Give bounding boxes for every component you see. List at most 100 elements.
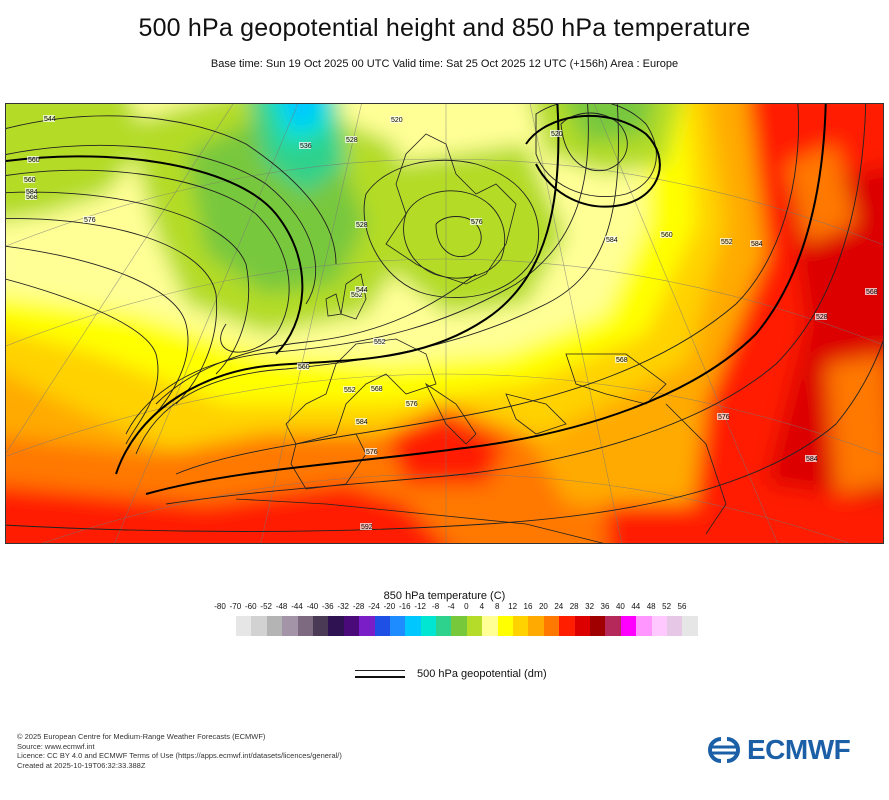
colorbar-swatch (636, 616, 652, 636)
footer-line: © 2025 European Centre for Medium-Range … (17, 732, 266, 741)
colorbar-swatch (405, 616, 421, 636)
colorbar-tick-label: -20 (383, 602, 396, 611)
contour-label: 576 (406, 401, 418, 408)
colorbar-tick-label: 44 (631, 602, 641, 611)
colorbar-tick-label: -28 (352, 602, 365, 611)
geopotential-contours-bold (6, 104, 827, 495)
colorbar-tick-label: -12 (414, 602, 426, 611)
contour-label-bg (83, 216, 95, 223)
contour-label: 584 (806, 456, 818, 463)
contour-label: 576 (84, 217, 96, 224)
contour-label-bg (350, 291, 362, 298)
colorbar-tick-label: 52 (662, 602, 672, 611)
colorbar-tick-label: -32 (337, 602, 349, 611)
contour-label-bg (750, 240, 762, 247)
contour-label-bg (373, 338, 385, 345)
contour-label: 568 (371, 386, 383, 393)
colorbar-tick-label: -16 (399, 602, 411, 611)
colorbar-tick-label: 20 (538, 602, 548, 611)
colorbar-swatch (620, 616, 637, 636)
colorbar-tick-label: -48 (275, 602, 288, 611)
chart-title: 500 hPa geopotential height and 850 hPa … (138, 14, 751, 42)
contour-label-bg (355, 418, 367, 425)
graticule (6, 104, 883, 543)
contour-label-bg (343, 386, 355, 393)
weather-map: 544 560 560 568 576 528 536 520 528 520 552 544 552 5… (5, 103, 884, 544)
contour-label-bg (660, 231, 672, 238)
contour-label-bg (345, 136, 357, 143)
colorbar-swatch (359, 616, 375, 636)
contour-label-bg (370, 385, 382, 392)
colorbar-tick-label: 32 (585, 602, 595, 611)
contour-label: 536 (300, 143, 312, 150)
contour-label-bg (355, 286, 367, 293)
contour-label-bg (550, 130, 562, 137)
contour-label-bg (720, 238, 732, 245)
colorbar-swatch (651, 616, 667, 636)
colorbar-swatch (436, 616, 452, 636)
colorbar-swatch (266, 616, 283, 636)
footer-credits: © 2025 European Centre for Medium-Range … (17, 732, 342, 770)
colorbar-swatch (666, 616, 683, 636)
colorbar-tick-label: 16 (523, 602, 533, 611)
colorbar-tick-label: 8 (494, 602, 500, 611)
colorbar-swatch (466, 616, 483, 636)
colorbar-swatch (513, 616, 529, 636)
colorbar-swatch (389, 616, 406, 636)
contour-label: 528 (816, 314, 828, 321)
chart-subtitle: Base time: Sun 19 Oct 2025 00 UTC Valid … (210, 58, 679, 70)
colorbar-tick-label: 0 (464, 602, 469, 611)
contour-label: 576 (366, 449, 378, 456)
contour-label: 584 (606, 237, 618, 244)
contour-label-bg (297, 363, 309, 370)
contour-label-bg (815, 313, 827, 320)
colorbar-swatch (451, 616, 467, 636)
colorbar-tick-label: 48 (646, 602, 656, 611)
colorbar-swatches (236, 616, 698, 636)
colorbar-tick-label: -60 (245, 602, 257, 611)
contour-label-bg (23, 176, 35, 183)
contour-label: 568 (616, 357, 628, 364)
contour-label-bg (360, 523, 372, 530)
contour-label: 544 (356, 287, 368, 294)
colorbar-tick-label: 56 (677, 602, 687, 611)
contour-label: 560 (28, 157, 40, 164)
geopotential-legend-label: 500 hPa geopotential (dm) (417, 668, 547, 680)
colorbar-swatch (236, 616, 252, 636)
colorbar-swatch (251, 616, 267, 636)
contour-label: 552 (344, 387, 356, 394)
temperature-field (6, 104, 883, 543)
colorbar-swatch (559, 616, 575, 636)
contour-label: 560 (24, 177, 36, 184)
contour-label: 520 (551, 131, 563, 138)
contour-label: 560 (661, 232, 673, 239)
colorbar-swatch (343, 616, 360, 636)
contour-label-bg (299, 142, 311, 149)
contour-label: 552 (351, 292, 363, 299)
contour-label-bg (365, 448, 377, 455)
colorbar-tick-label: -36 (322, 602, 334, 611)
colorbar-swatch (574, 616, 590, 636)
colorbar-tick-label: -80 (214, 602, 226, 611)
colorbar-swatch (420, 616, 437, 636)
legend-title: 850 hPa temperature (C) (383, 590, 506, 602)
colorbar-swatch (589, 616, 606, 636)
contour-label-bg (27, 156, 39, 163)
contour-label-bg (25, 188, 37, 195)
geopotential-line-icon (355, 666, 405, 682)
contour-label: 520 (391, 117, 403, 124)
contour-label: 552 (374, 339, 386, 346)
colorbar-tick-label: -8 (432, 602, 440, 611)
footer-line: Licence: CC BY 4.0 and ECMWF Terms of Us… (17, 751, 342, 761)
contour-label: 576 (471, 219, 483, 226)
colorbar-tick-label: -40 (306, 602, 319, 611)
contour-label-bg (717, 413, 729, 420)
contour-label-bg (25, 193, 37, 200)
map-canvas: 5445605605685765285365205285205525445525… (6, 104, 883, 543)
colorbar-tick-label: 4 (479, 602, 485, 611)
geopotential-legend: 500 hPa geopotential (dm) (355, 664, 547, 684)
colorbar-tick-label: -24 (368, 602, 380, 611)
colorbar-tick-label: 12 (508, 602, 518, 611)
colorbar-swatch (482, 616, 498, 636)
contour-label: 568 (26, 194, 38, 201)
